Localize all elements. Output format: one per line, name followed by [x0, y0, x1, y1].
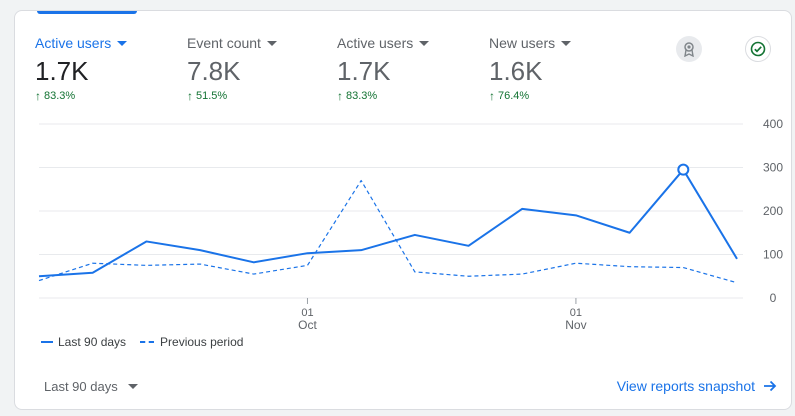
- series-line-previous-period: [38, 179, 738, 284]
- metric-value: 1.7K: [337, 56, 391, 86]
- x-tick-month: Nov: [565, 318, 586, 331]
- legend-dashed-swatch: [140, 341, 155, 343]
- metric-change: ↑ 83.3%: [35, 89, 127, 103]
- metric-label-row[interactable]: Event count: [187, 35, 277, 51]
- arrow-up-icon: ↑: [35, 89, 41, 103]
- chart-series: [38, 163, 738, 284]
- arrow-up-icon: ↑: [489, 89, 495, 103]
- award-icon[interactable]: [676, 36, 702, 62]
- caret-down-icon[interactable]: [127, 384, 138, 389]
- arrow-up-icon: ↑: [187, 89, 193, 103]
- metric-event-count[interactable]: Event count 7.8K ↑ 51.5%: [187, 35, 277, 103]
- check-glyph: [750, 41, 766, 57]
- metric-change-value: 83.3%: [346, 90, 378, 102]
- chart-grid: [39, 123, 743, 299]
- view-reports-snapshot-link[interactable]: View reports snapshot: [617, 378, 777, 394]
- arrow-right-icon: [764, 380, 777, 392]
- link-label: View reports snapshot: [616, 378, 755, 394]
- series-line-last-90-days: [38, 168, 738, 278]
- metric-active-users[interactable]: Active users 1.7K ↑ 83.3%: [35, 35, 128, 103]
- metric-new-users[interactable]: New users 1.6K ↑ 76.4%: [489, 35, 572, 103]
- caret-down-icon[interactable]: [117, 40, 128, 46]
- y-tick-label: 0: [770, 291, 777, 305]
- users-overview-card: Active users 1.7K ↑ 83.3% Event count 7.…: [14, 10, 792, 410]
- metric-label: Event count: [187, 35, 261, 51]
- y-tick-label: 100: [763, 248, 783, 262]
- metric-change: ↑ 83.3%: [337, 89, 429, 103]
- metric-value: 7.8K: [187, 56, 241, 86]
- highlight-point: [677, 163, 690, 176]
- metric-label: New users: [489, 35, 556, 51]
- legend-label: Previous period: [160, 335, 244, 349]
- top-accent-bar: [37, 11, 137, 14]
- chart-legend: Last 90 days Previous period: [41, 335, 257, 349]
- metric-change: ↑ 76.4%: [489, 89, 571, 103]
- legend-solid-swatch: [41, 341, 53, 343]
- x-tick-day: 01: [570, 307, 582, 319]
- metric-change: ↑ 51.5%: [187, 89, 277, 103]
- caret-down-icon[interactable]: [266, 40, 277, 46]
- y-tick-label: 300: [763, 161, 783, 175]
- check-circle-icon[interactable]: [745, 36, 771, 62]
- y-tick-label: 400: [763, 117, 783, 131]
- metric-label-row[interactable]: New users: [489, 35, 572, 51]
- metric-change-value: 76.4%: [498, 90, 530, 102]
- award-glyph: [684, 42, 694, 57]
- legend-item-last-90-days: Last 90 days: [41, 335, 126, 349]
- legend-item-previous-period: Previous period: [140, 335, 243, 349]
- metric-label: Active users: [35, 35, 112, 51]
- date-range-selector[interactable]: Last 90 days: [44, 379, 138, 394]
- metric-value: 1.7K: [35, 56, 89, 86]
- metric-label-row[interactable]: Active users: [35, 35, 128, 51]
- x-tick-day: 01: [301, 307, 313, 319]
- date-range-label: Last 90 days: [44, 379, 118, 394]
- y-tick-label: 200: [763, 204, 783, 218]
- caret-down-icon[interactable]: [561, 40, 572, 46]
- metric-label: Active users: [337, 35, 414, 51]
- x-tick-month: Oct: [298, 318, 317, 331]
- metric-label-row[interactable]: Active users: [337, 35, 430, 51]
- caret-down-icon[interactable]: [419, 40, 430, 46]
- metric-change-value: 51.5%: [196, 90, 228, 102]
- arrow-up-icon: ↑: [337, 89, 343, 103]
- metric-value: 1.6K: [489, 56, 543, 86]
- y-axis: 400 300 200 100 0: [763, 117, 783, 305]
- metric-active-users-2[interactable]: Active users 1.7K ↑ 83.3%: [337, 35, 430, 103]
- metric-change-value: 83.3%: [44, 90, 76, 102]
- legend-label: Last 90 days: [58, 335, 127, 349]
